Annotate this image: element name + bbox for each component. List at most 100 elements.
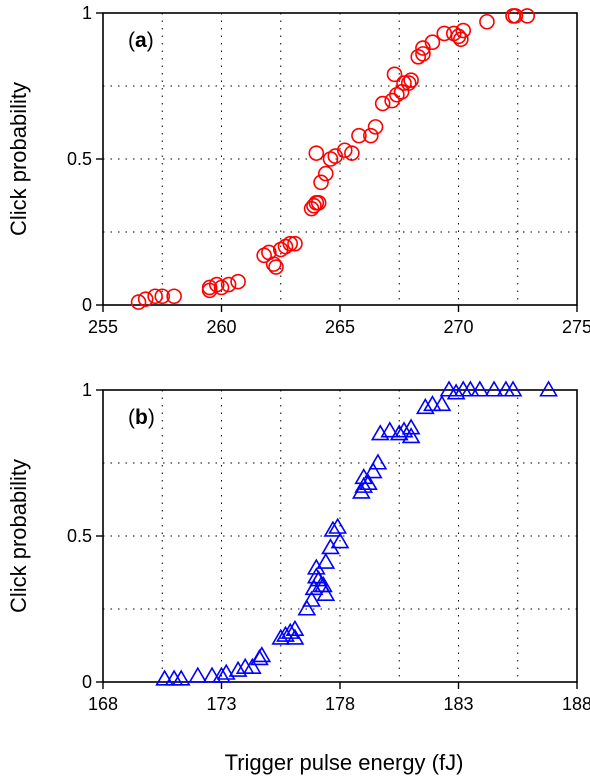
data-point-circle (313, 174, 329, 191)
data-point-circle (374, 95, 391, 112)
x-axis-title: Trigger pulse energy (fJ) (225, 750, 464, 775)
data-point-triangle (394, 421, 414, 438)
data-point-triangle (302, 590, 321, 607)
y-tick-label: 1 (82, 3, 92, 23)
data-point-circle (265, 256, 282, 272)
y-tick-label: 0.5 (67, 149, 92, 169)
data-point-triangle (276, 625, 295, 642)
data-point-circle (415, 46, 431, 62)
data-point-triangle (321, 538, 340, 555)
data-series (155, 380, 558, 686)
data-point-triangle (271, 628, 291, 645)
data-point-triangle (212, 666, 231, 683)
data-point-triangle (446, 383, 466, 400)
data-point-triangle (401, 418, 421, 435)
data-point-circle (336, 142, 353, 159)
data-point-triangle (316, 584, 336, 601)
data-point-circle (230, 273, 246, 290)
data-point-circle (317, 165, 334, 182)
data-point-circle (363, 127, 379, 144)
data-point-circle (351, 127, 367, 144)
data-point-circle (220, 276, 237, 293)
data-point-circle (453, 31, 469, 48)
data-point-triangle (380, 421, 400, 438)
panel-label-close-paren: ) (148, 406, 155, 429)
data-point-circle (344, 145, 360, 161)
data-point-circle (396, 75, 412, 91)
data-point-triangle (484, 380, 504, 397)
data-point-triangle (252, 646, 272, 663)
data-point-circle (322, 151, 339, 167)
data-point-triangle (297, 599, 317, 616)
data-point-circle (424, 34, 441, 51)
x-tick-label: 275 (562, 317, 590, 337)
data-point-circle (287, 235, 303, 252)
data-point-triangle (285, 628, 305, 645)
x-tick-label: 260 (206, 317, 236, 337)
data-point-triangle (460, 380, 480, 397)
data-point-triangle (354, 476, 374, 493)
y-axis-title: Click probability (6, 82, 31, 236)
x-tick-label: 270 (443, 317, 473, 337)
data-point-triangle (368, 453, 388, 470)
y-tick-label: 0.5 (67, 526, 92, 546)
data-point-triangle (216, 663, 236, 680)
x-tick-label: 183 (443, 694, 473, 714)
data-point-circle (201, 279, 218, 296)
data-point-circle (410, 48, 427, 65)
y-tick-label: 0 (82, 295, 92, 315)
data-point-triangle (415, 397, 435, 415)
panel-label-open-paren: ( (128, 406, 135, 429)
panel-a-scatter-chart: 255 260 265 270 275 0 0.5 1 Click probability (a) (6, 3, 590, 337)
data-point-circle (268, 259, 284, 275)
data-point-triangle (202, 666, 222, 683)
data-point-triangle (370, 424, 390, 441)
panel-label: (a) (128, 29, 154, 52)
data-point-circle (400, 75, 417, 91)
x-tick-label: 265 (325, 317, 355, 337)
data-series (130, 8, 536, 310)
data-point-circle (455, 22, 472, 39)
data-point-circle (154, 288, 171, 305)
data-point-triangle (328, 517, 348, 534)
panel-label-close-paren: ) (147, 29, 154, 52)
data-point-triangle (242, 657, 262, 674)
data-point-circle (519, 8, 536, 24)
data-point-circle (256, 247, 272, 264)
data-point-circle (393, 84, 410, 100)
data-point-circle (308, 145, 325, 161)
panel-b-scatter-chart: 168 173 178 183 188 0 0.5 1 Click probability (b) (6, 380, 590, 714)
data-point-triangle (316, 552, 336, 569)
data-point-circle (386, 66, 403, 83)
x-tick-label: 178 (325, 694, 355, 714)
x-tick-label: 188 (562, 694, 590, 714)
data-point-triangle (539, 380, 558, 397)
data-point-circle (367, 119, 384, 135)
panel-label-letter: a (135, 29, 147, 52)
data-point-circle (130, 294, 147, 310)
y-axis-title: Click probability (6, 459, 31, 613)
x-tick-label: 168 (88, 694, 118, 714)
y-tick-label: 0 (82, 672, 92, 692)
data-point-circle (479, 13, 495, 30)
data-point-circle (213, 279, 230, 296)
data-point-triangle (503, 380, 523, 397)
data-point-circle (282, 235, 299, 252)
grid-lines (103, 13, 577, 305)
data-point-circle (507, 8, 524, 24)
data-point-triangle (285, 619, 305, 637)
x-tick-label: 255 (88, 317, 118, 337)
data-point-triangle (155, 669, 175, 686)
x-tick-label: 173 (206, 694, 236, 714)
data-point-circle (166, 288, 182, 305)
data-point-triangle (306, 558, 326, 575)
panel-label-letter: b (135, 406, 148, 429)
data-point-triangle (323, 520, 343, 537)
data-point-triangle (359, 473, 378, 491)
data-point-triangle (228, 660, 248, 677)
data-point-triangle (171, 669, 191, 686)
panel-label-open-paren: ( (128, 29, 135, 52)
y-tick-label: 1 (82, 380, 92, 400)
data-point-triangle (401, 427, 421, 444)
